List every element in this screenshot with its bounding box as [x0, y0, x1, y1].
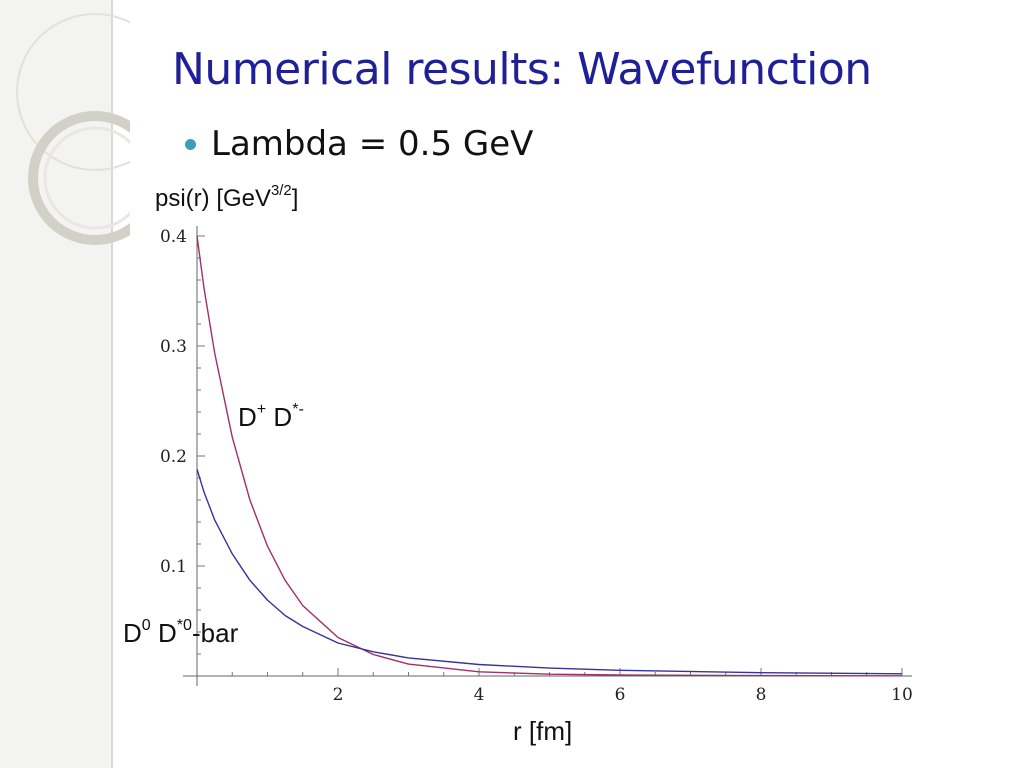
series-label-part: 0	[141, 616, 151, 634]
y-tick-label: 0.2	[160, 447, 187, 467]
decorative-ring-inner	[43, 126, 130, 230]
series-label-part: D	[150, 618, 177, 648]
y-tick-label: 0.1	[160, 557, 187, 577]
y-tick-label: 0.4	[160, 227, 187, 247]
bullet-dot-icon	[185, 138, 196, 150]
x-tick-label: 10	[891, 685, 913, 705]
slide-title: Numerical results: Wavefunction	[172, 44, 872, 95]
series-line-charged	[196, 235, 903, 677]
x-tick-label: 2	[333, 685, 344, 705]
x-tick-label: 8	[756, 685, 767, 705]
series-label-part: D	[266, 402, 293, 432]
series-label-charged: D+ D*-	[238, 400, 304, 433]
bullet-item: Lambda = 0.5 GeV	[185, 124, 533, 164]
series-label-part: +	[256, 400, 267, 418]
series-line-neutral	[196, 468, 903, 675]
series-label-part: D	[238, 402, 257, 432]
slide-decoration	[0, 0, 130, 768]
y-axis-label-main: psi(r) [GeV	[155, 185, 272, 212]
decorative-ring-outer	[16, 13, 130, 171]
x-tick-label: 6	[615, 685, 626, 705]
x-axis-label: r [fm]	[513, 716, 573, 746]
x-tick-label: 4	[474, 685, 485, 705]
series-label-part: *0	[176, 616, 192, 634]
series-label-neutral: D0 D*0-bar	[123, 616, 239, 649]
series-label-part: D	[123, 618, 142, 648]
series-label-part: -bar	[191, 618, 239, 648]
y-axis-label: psi(r) [GeV3/2]	[155, 183, 299, 213]
y-tick-label: 0.3	[160, 337, 187, 357]
bullet-text: Lambda = 0.5 GeV	[211, 124, 534, 164]
y-axis-label-sup: 3/2	[271, 183, 292, 199]
decorative-ring-thick	[28, 111, 130, 245]
series-label-part: *-	[292, 400, 304, 418]
y-axis-label-tail: ]	[291, 185, 299, 212]
